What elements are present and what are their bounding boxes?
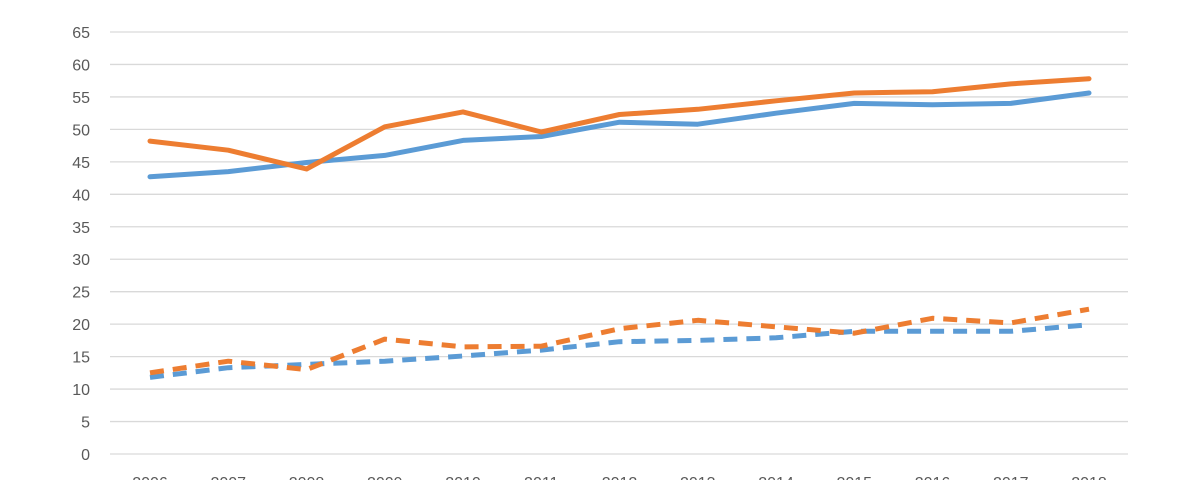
x-tick-label: 2018: [1071, 475, 1107, 480]
y-tick-label: 5: [81, 415, 90, 432]
series-line-3: [149, 322, 1090, 380]
gridlines: [110, 31, 1128, 455]
y-tick-label: 0: [81, 447, 90, 464]
x-tick-label: 2015: [836, 475, 872, 480]
series-line-2: [147, 76, 1092, 172]
y-tick-label: 55: [72, 90, 90, 107]
x-tick-label: 2011: [524, 475, 559, 480]
x-tick-label: 2016: [915, 475, 951, 480]
x-axis-tick-labels: 2006 2007 2008 2009 2010 2011 2012 2013 2014 2015…: [132, 475, 1107, 480]
y-tick-label: 40: [72, 187, 90, 204]
y-tick-label: 50: [72, 122, 90, 139]
y-tick-label: 65: [72, 25, 90, 42]
y-tick-label: 45: [72, 155, 90, 172]
series-line-4: [149, 306, 1090, 376]
x-tick-label: 2010: [445, 475, 481, 480]
x-tick-label: 2006: [132, 475, 168, 480]
y-tick-label: 25: [72, 285, 90, 302]
y-tick-label: 20: [72, 317, 90, 334]
y-tick-label: 10: [72, 382, 90, 399]
y-tick-label: 30: [72, 252, 90, 269]
y-axis-tick-labels: 0 5 10 15 20 25 30 35 40 45 50 55 60 65: [72, 25, 90, 464]
y-tick-label: 15: [72, 350, 90, 367]
x-tick-label: 2014: [758, 475, 794, 480]
x-tick-label: 2012: [602, 475, 638, 480]
x-tick-label: 2007: [210, 475, 246, 480]
y-tick-label: 60: [72, 57, 90, 74]
x-tick-label: 2008: [289, 475, 325, 480]
x-tick-label: 2013: [680, 475, 716, 480]
y-tick-label: 35: [72, 220, 90, 237]
x-tick-label: 2009: [367, 475, 403, 480]
x-tick-label: 2017: [993, 475, 1029, 480]
series-line-1: [147, 90, 1092, 180]
series-lines: [147, 76, 1092, 380]
